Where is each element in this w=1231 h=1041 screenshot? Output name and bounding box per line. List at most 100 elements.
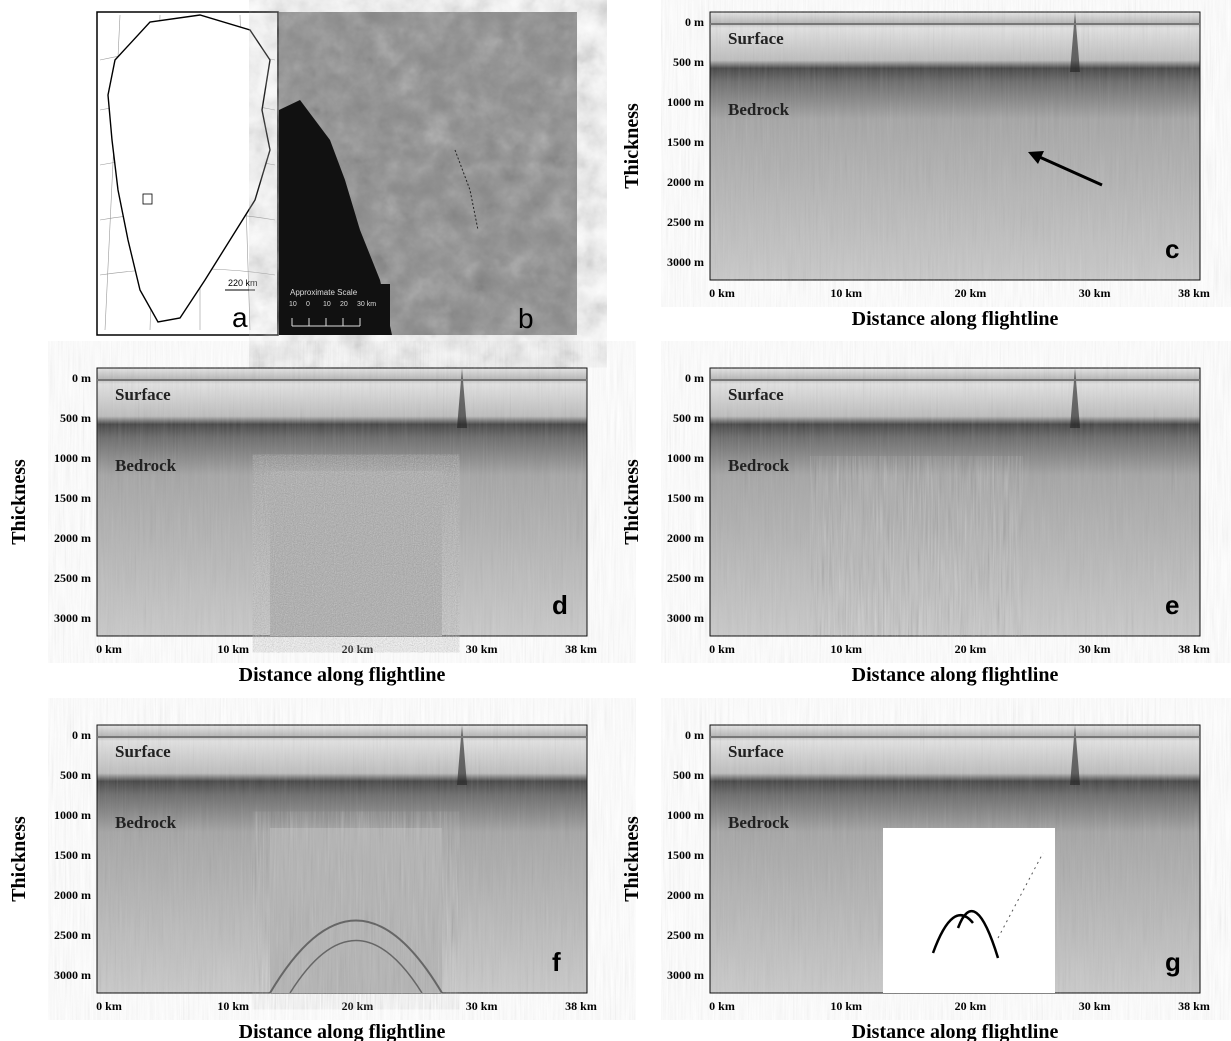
echogram-panel: Surface Bedrock 0 m 500 m 1000 m 1500 m 2000 m…: [621, 367, 1210, 686]
layer-label: Surface: [115, 742, 171, 761]
y-tick-label: 1000 m: [54, 808, 91, 822]
map-scale-label: 220 km: [228, 278, 258, 288]
scale-tick-label: 10: [289, 301, 297, 308]
detected-arc: [931, 913, 974, 954]
x-tick-label: 30 km: [466, 642, 498, 656]
x-tick-label: 10 km: [830, 286, 862, 300]
y-axis-title: Thickness: [621, 459, 643, 545]
y-tick-label: 2500 m: [54, 928, 91, 942]
scale-box: [286, 284, 390, 332]
inset-texture: [270, 471, 442, 636]
x-tick-label: 38 km: [1178, 999, 1210, 1013]
panel-letter: e: [1165, 590, 1179, 620]
x-tick-label: 30 km: [1079, 286, 1111, 300]
y-tick-label: 500 m: [673, 411, 704, 425]
layer-label: Bedrock: [115, 456, 177, 475]
y-tick-label: 0 m: [685, 15, 704, 29]
echo-feature: [1070, 12, 1080, 72]
y-tick-label: 2000 m: [667, 175, 704, 189]
arrow-head: [1028, 151, 1044, 164]
inset-texture: [828, 471, 1005, 621]
echogram-panel: Surface Bedrock 0 m 500 m 1000 m 1500 m 2000 m…: [8, 724, 597, 1041]
layer-label: Surface: [115, 385, 171, 404]
y-tick-label: 2000 m: [667, 888, 704, 902]
y-axis-title: Thickness: [8, 816, 30, 902]
y-axis-title: Thickness: [8, 459, 30, 545]
panel-letter: c: [1165, 234, 1179, 264]
y-tick-label: 2500 m: [667, 928, 704, 942]
x-tick-label: 30 km: [1079, 999, 1111, 1013]
panel-letter: f: [552, 947, 561, 977]
flightline: [454, 149, 479, 231]
y-tick-label: 1500 m: [54, 491, 91, 505]
layer-label: Bedrock: [728, 100, 790, 119]
x-tick-label: 38 km: [1178, 642, 1210, 656]
layer-label: Bedrock: [728, 456, 790, 475]
scale-tick-label: 0: [306, 301, 310, 308]
x-tick-label: 38 km: [565, 642, 597, 656]
panel-letter: b: [518, 303, 534, 334]
x-tick-label: 0 km: [96, 642, 122, 656]
y-tick-label: 1500 m: [667, 491, 704, 505]
echo-feature: [1070, 368, 1080, 428]
scale-tick-label: 20: [340, 301, 348, 308]
y-tick-label: 2500 m: [667, 571, 704, 585]
x-tick-label: 30 km: [1079, 642, 1111, 656]
x-tick-label: 20 km: [955, 286, 987, 300]
y-tick-label: 0 m: [685, 728, 704, 742]
sea: [279, 100, 392, 335]
y-tick-label: 3000 m: [54, 968, 91, 982]
y-tick-label: 500 m: [673, 55, 704, 69]
echo-feature: [1070, 725, 1080, 785]
y-tick-label: 500 m: [673, 768, 704, 782]
y-tick-label: 2000 m: [667, 531, 704, 545]
layer-label: Surface: [728, 29, 784, 48]
y-axis-title: Thickness: [621, 103, 643, 189]
x-tick-label: 0 km: [709, 286, 735, 300]
echogram-panel: Surface Bedrock 0 m 500 m 1000 m 1500 m 2000 m…: [621, 11, 1210, 330]
y-tick-label: 1500 m: [667, 135, 704, 149]
x-tick-label: 30 km: [466, 999, 498, 1013]
y-tick-label: 3000 m: [667, 611, 704, 625]
x-axis-title: Distance along flightline: [852, 664, 1059, 686]
y-tick-label: 3000 m: [54, 611, 91, 625]
x-axis-title: Distance along flightline: [852, 308, 1059, 330]
x-axis-title: Distance along flightline: [239, 664, 446, 686]
x-tick-label: 20 km: [955, 642, 987, 656]
hyperbola: [289, 939, 423, 994]
echogram-panel: Surface Bedrock 0 m 500 m 1000 m 1500 m 2000 m…: [8, 367, 597, 686]
x-tick-label: 0 km: [709, 999, 735, 1013]
y-tick-label: 3000 m: [667, 255, 704, 269]
y-tick-label: 1500 m: [54, 848, 91, 862]
x-tick-label: 0 km: [96, 999, 122, 1013]
layer-label: Surface: [728, 385, 784, 404]
panel-letter: d: [552, 590, 568, 620]
detected-arc: [956, 909, 1000, 959]
x-tick-label: 10 km: [830, 999, 862, 1013]
y-tick-label: 2000 m: [54, 888, 91, 902]
y-tick-label: 1000 m: [54, 451, 91, 465]
echogram-panel: Surface Bedrock 0 m 500 m 1000 m 1500 m 2000 m…: [621, 724, 1210, 1041]
y-tick-label: 2500 m: [667, 215, 704, 229]
y-tick-label: 1000 m: [667, 808, 704, 822]
layer-label: Surface: [728, 742, 784, 761]
x-tick-label: 38 km: [565, 999, 597, 1013]
y-tick-label: 2500 m: [54, 571, 91, 585]
x-axis-title: Distance along flightline: [852, 1021, 1059, 1041]
x-tick-label: 10 km: [830, 642, 862, 656]
y-tick-label: 500 m: [60, 768, 91, 782]
scatter-trace: [997, 852, 1044, 939]
map-panel: 220 km a: [96, 11, 279, 336]
hyperbola: [269, 919, 443, 994]
arrow-shaft: [1034, 153, 1103, 187]
x-tick-label: 10 km: [217, 999, 249, 1013]
y-tick-label: 500 m: [60, 411, 91, 425]
echo-feature: [457, 725, 467, 785]
study-area-box: [142, 193, 153, 205]
panel-letter: g: [1165, 947, 1181, 977]
y-tick-label: 0 m: [72, 371, 91, 385]
scale-tick-label: 10: [323, 301, 331, 308]
x-axis-title: Distance along flightline: [239, 1021, 446, 1041]
layer-label: Bedrock: [728, 813, 790, 832]
